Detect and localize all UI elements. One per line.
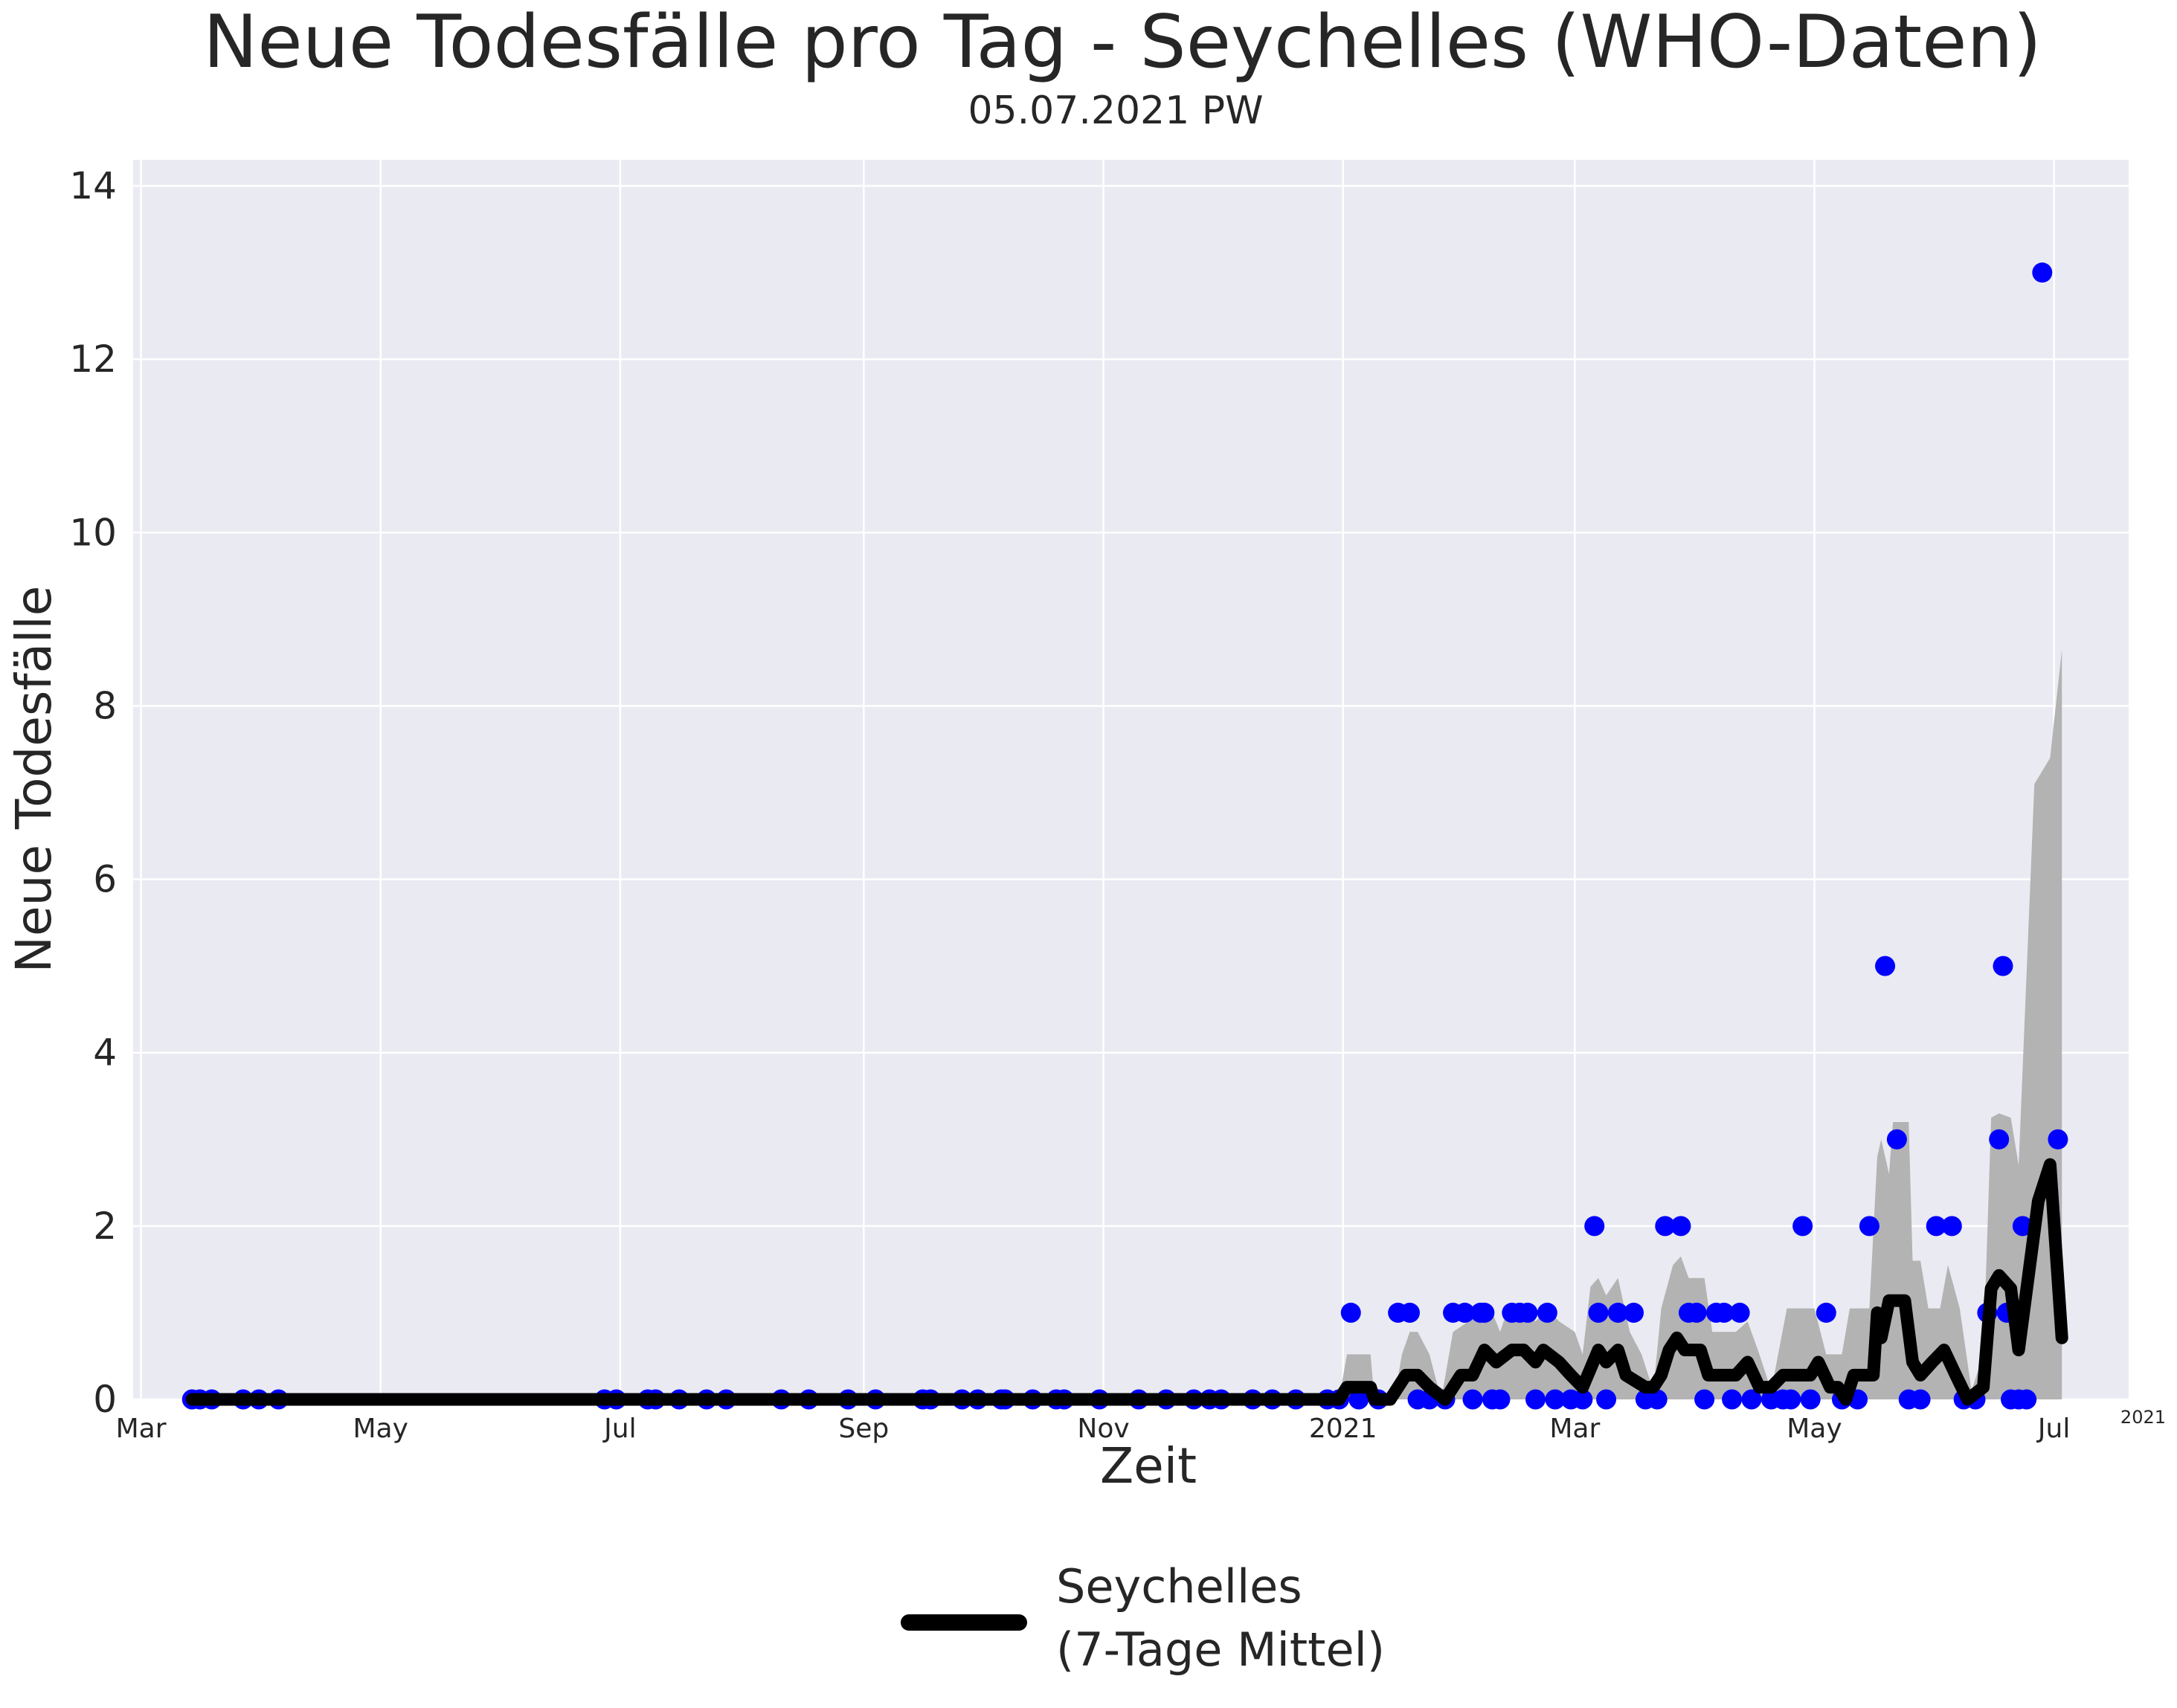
- y-tick-label: 10: [69, 511, 117, 554]
- x-tick-label: Jul: [602, 1414, 636, 1444]
- data-point: [1572, 1389, 1593, 1410]
- x-tick-label: Sep: [838, 1414, 889, 1444]
- data-point: [1859, 1216, 1879, 1237]
- uncertainty-band: [1339, 649, 2062, 1399]
- data-point: [1989, 1129, 2010, 1150]
- data-point: [2032, 262, 2053, 283]
- data-point: [1399, 1302, 1420, 1323]
- x-axis-ticks: Mar May Jul Sep Nov 2021 Mar May Jul: [116, 1414, 2071, 1444]
- data-point: [1800, 1389, 1821, 1410]
- data-point: [1993, 955, 2013, 976]
- y-axis-label: Neue Todesfälle: [5, 586, 62, 973]
- data-point: [1655, 1216, 1676, 1237]
- data-point: [1722, 1389, 1743, 1410]
- data-point: [2012, 1216, 2033, 1237]
- series-line: [185, 1158, 2068, 1406]
- x-tick-label: Mar: [116, 1414, 167, 1444]
- data-point: [1454, 1302, 1475, 1323]
- legend-label-line1: Seychelles: [1056, 1559, 1302, 1614]
- legend-label-line2: (7-Tage Mittel): [1056, 1622, 1385, 1677]
- y-tick-label: 6: [93, 858, 117, 901]
- x-tick-label: Mar: [1549, 1414, 1600, 1444]
- data-point: [1875, 955, 1896, 976]
- y-tick-label: 4: [93, 1031, 117, 1074]
- data-point: [1517, 1302, 1538, 1323]
- plot-area: [133, 160, 2129, 1399]
- y-axis-ticks: 0 2 4 6 8 10 12 14: [69, 164, 117, 1421]
- y-tick-label: 14: [69, 164, 117, 207]
- data-point: [1926, 1216, 1946, 1237]
- y-tick-label: 8: [93, 684, 117, 727]
- x-tick-label: 2021: [1309, 1414, 1377, 1444]
- y-tick-label: 0: [93, 1378, 117, 1421]
- data-point: [1941, 1216, 1962, 1237]
- data-point: [1537, 1302, 1557, 1323]
- data-point: [1781, 1389, 1801, 1410]
- x-tick-label: May: [353, 1414, 408, 1444]
- gridlines: [133, 160, 2129, 1401]
- data-point: [1490, 1389, 1511, 1410]
- data-point: [1584, 1216, 1605, 1237]
- y-tick-label: 12: [69, 338, 117, 381]
- data-point: [1624, 1302, 1644, 1323]
- data-point: [1886, 1129, 1907, 1150]
- x-tick-label: May: [1787, 1414, 1842, 1444]
- data-point: [1670, 1216, 1691, 1237]
- data-point: [1647, 1389, 1668, 1410]
- data-point: [1588, 1302, 1609, 1323]
- data-point: [2048, 1129, 2068, 1150]
- data-point: [1545, 1389, 1566, 1410]
- data-point: [1348, 1389, 1369, 1410]
- data-point: [1714, 1302, 1734, 1323]
- data-point: [1340, 1302, 1361, 1323]
- data-point: [1792, 1216, 1813, 1237]
- x-tick-label: Jul: [2036, 1414, 2070, 1444]
- data-point: [1816, 1302, 1836, 1323]
- data-point: [1607, 1302, 1628, 1323]
- x-tick-label: Nov: [1077, 1414, 1129, 1444]
- average-line: [185, 1158, 2068, 1406]
- data-point: [1729, 1302, 1750, 1323]
- data-point: [1694, 1389, 1715, 1410]
- data-point: [1910, 1389, 1931, 1410]
- data-point: [1462, 1389, 1483, 1410]
- band-area: [1339, 649, 2062, 1399]
- y-tick-label: 2: [93, 1205, 117, 1248]
- x-axis-label: Zeit: [1100, 1437, 1197, 1495]
- data-point: [1474, 1302, 1495, 1323]
- legend: Seychelles (7-Tage Mittel): [901, 1559, 1385, 1677]
- data-point: [1686, 1302, 1707, 1323]
- x-offset-label: 2021: [2120, 1407, 2166, 1428]
- chart-title: Neue Todesfälle pro Tag - Seychelles (WH…: [203, 0, 2042, 85]
- data-point: [1741, 1389, 1762, 1410]
- data-point: [1596, 1389, 1617, 1410]
- chart-subtitle: 05.07.2021 PW: [968, 88, 1263, 133]
- data-point: [2016, 1389, 2037, 1410]
- data-point: [1525, 1389, 1546, 1410]
